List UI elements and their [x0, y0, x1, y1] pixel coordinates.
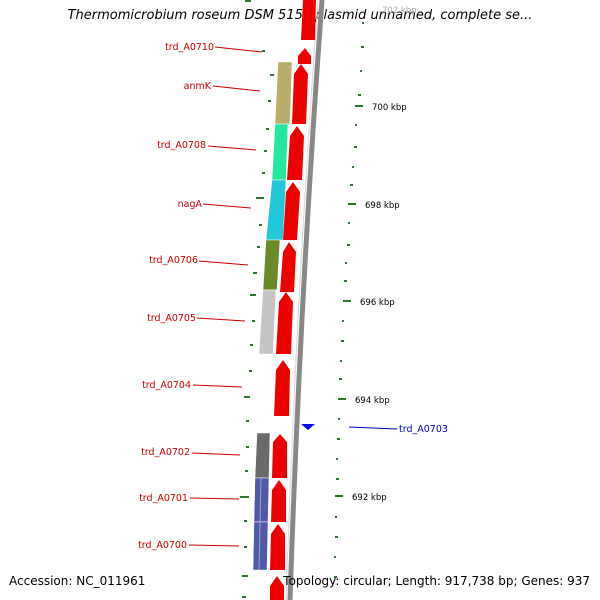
map-title: Thermomicrobium roseum DSM 5159 plasmid …: [67, 8, 533, 23]
gene-label[interactable]: anmK: [184, 81, 212, 92]
gene-arrow-anmK: [292, 64, 308, 124]
cog-block-trd-a0706: [262, 239, 281, 291]
gene-arrow-trd-a0703: [301, 424, 315, 430]
tick-label: 696 kbp: [360, 298, 395, 308]
gene-label[interactable]: trd_A0702: [141, 447, 190, 458]
cog-block-anmK: [274, 61, 293, 125]
cog-block-trd-a0708: [271, 123, 289, 181]
genome-backbone: [287, 0, 325, 600]
gene-arrow-trd-a0704: [274, 360, 290, 416]
topology-text: Topology: circular; Length: 917,738 bp; …: [283, 574, 590, 588]
gene-arrow-bottom: [270, 576, 284, 600]
gene-arrow-top: [301, 0, 316, 40]
gene-arrow-trd-a0702: [272, 434, 287, 478]
gene-label[interactable]: trd_A0706: [149, 255, 198, 266]
gene-label[interactable]: nagA: [178, 199, 203, 210]
gene-arrow-trd-a0700: [270, 524, 285, 570]
gene-arrow-trd-a0706: [280, 242, 296, 292]
cog-category-track: [252, 61, 293, 571]
gene-arrow-trd-a0701: [271, 480, 286, 522]
gc-skew-track: [334, 22, 364, 578]
position-tick-labels: 702 kbp 700 kbp 698 kbp 696 kbp 694 kbp …: [352, 6, 417, 503]
cog-block-trd-a0701: [253, 477, 270, 523]
gene-label[interactable]: trd_A0710: [165, 42, 214, 53]
tick-label: 692 kbp: [352, 493, 387, 503]
cog-block-naga: [265, 179, 287, 241]
gene-arrow-trd-a0708: [287, 126, 304, 180]
gene-label[interactable]: trd_A0704: [142, 380, 191, 391]
gene-arrow-trd-a0710: [298, 48, 311, 64]
gene-label[interactable]: trd_A0700: [138, 540, 187, 551]
tick-label: 700 kbp: [372, 103, 407, 113]
tick-label: 694 kbp: [355, 396, 390, 406]
gc-content-track: [240, 0, 274, 598]
cog-block-trd-a0705: [258, 289, 277, 355]
gene-label[interactable]: trd_A0703: [399, 424, 448, 435]
gene-label[interactable]: trd_A0708: [157, 140, 206, 151]
cog-block-trd-a0702: [254, 432, 271, 479]
tick-label: 702 kbp: [382, 6, 417, 16]
tick-label: 698 kbp: [365, 201, 400, 211]
gene-arrow-naga: [283, 182, 300, 240]
gene-label[interactable]: trd_A0701: [139, 493, 188, 504]
forward-genes-track: [270, 0, 316, 600]
gene-arrow-trd-a0705: [276, 292, 293, 354]
cog-block-trd-a0700: [252, 521, 269, 571]
accession-text: Accession: NC_011961: [9, 574, 146, 588]
gene-labels: trd_A0710 anmK trd_A0708 nagA trd_A0706 …: [138, 42, 448, 551]
gene-label[interactable]: trd_A0705: [147, 313, 196, 324]
gene-label-lines: [188, 46, 398, 547]
